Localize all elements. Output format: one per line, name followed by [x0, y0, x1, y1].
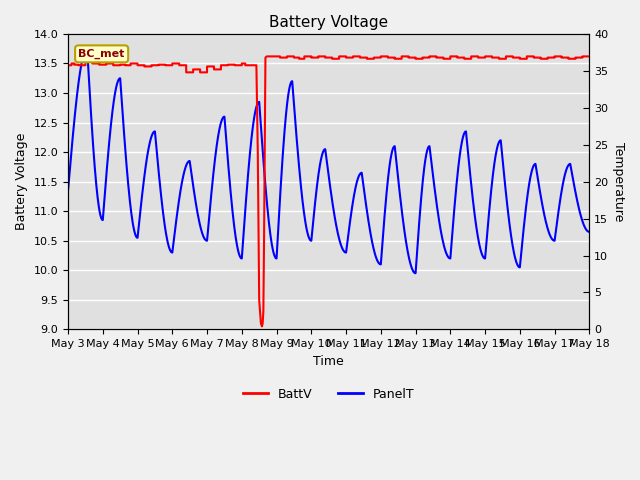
Y-axis label: Battery Voltage: Battery Voltage	[15, 133, 28, 230]
Title: Battery Voltage: Battery Voltage	[269, 15, 388, 30]
X-axis label: Time: Time	[314, 355, 344, 368]
Legend: BattV, PanelT: BattV, PanelT	[238, 383, 419, 406]
Y-axis label: Temperature: Temperature	[612, 142, 625, 221]
Text: BC_met: BC_met	[79, 48, 125, 59]
